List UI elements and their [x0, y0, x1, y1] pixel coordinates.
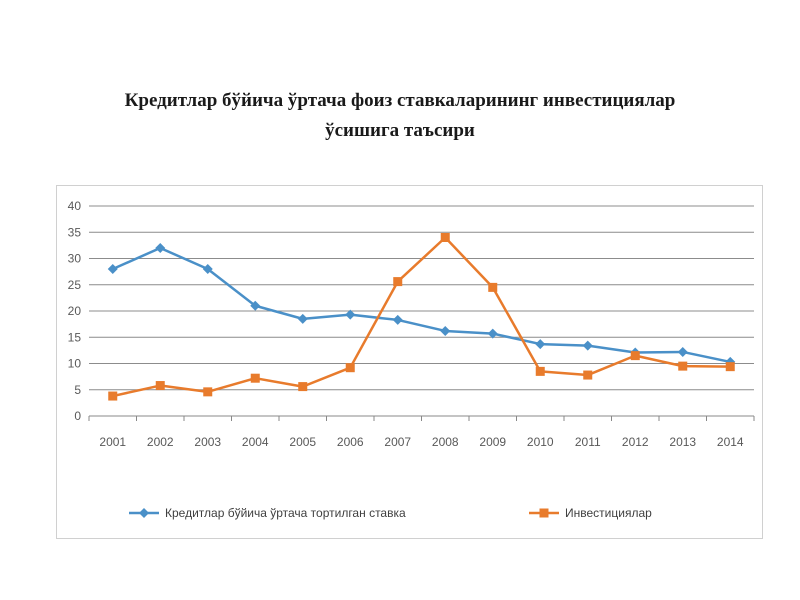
data-point	[250, 300, 261, 311]
data-point	[107, 264, 118, 274]
data-point	[298, 382, 308, 392]
data-point	[393, 277, 403, 287]
data-point	[297, 313, 308, 324]
x-tick-label: 2004	[242, 435, 269, 449]
data-point	[345, 309, 356, 320]
x-tick-label: 2006	[337, 435, 364, 449]
data-point	[250, 373, 260, 383]
y-tick-label: 40	[68, 199, 82, 213]
data-point	[535, 366, 545, 376]
data-point	[202, 264, 213, 274]
legend-item: Инвестициялар	[529, 506, 652, 520]
x-tick-label: 2001	[99, 435, 126, 449]
data-point	[582, 340, 593, 351]
y-tick-label: 10	[68, 357, 82, 371]
data-point	[345, 363, 355, 373]
series-lines	[107, 233, 736, 401]
data-point	[678, 361, 688, 371]
data-point	[535, 339, 546, 350]
series-2	[108, 233, 735, 401]
chart-frame: 0 5 10 15 20 25 30 35 40 2001 2002 2003 2004 2005 2006…	[56, 185, 763, 539]
y-tick-label: 35	[68, 225, 82, 239]
data-point	[677, 346, 688, 357]
series-1	[107, 243, 736, 367]
y-tick-label: 30	[68, 252, 82, 266]
x-tick-label: 2010	[527, 435, 554, 449]
legend-marker	[539, 508, 549, 518]
y-tick-label: 25	[68, 278, 82, 292]
data-point	[155, 381, 165, 391]
x-tick-label: 2008	[432, 435, 459, 449]
grid-lines	[89, 205, 754, 417]
x-tick-label: 2003	[194, 435, 221, 449]
legend-marker	[139, 508, 149, 518]
y-tick-label: 20	[68, 304, 82, 318]
x-tick-label: 2009	[479, 435, 506, 449]
slide-title-line-1: Кредитлар бўйича ўртача фоиз ставкаларин…	[124, 90, 676, 111]
data-point	[108, 391, 118, 401]
line-chart: 0 5 10 15 20 25 30 35 40 2001 2002 2003 2004 2005 2006…	[68, 199, 755, 520]
x-tick-label: 2012	[622, 435, 649, 449]
slide-title: Кредитлар бўйича ўртача фоиз ставкаларин…	[40, 86, 760, 146]
x-tick-label: 2014	[717, 435, 744, 449]
series-line	[112, 246, 731, 364]
x-tick-label: 2007	[384, 435, 411, 449]
legend-label: Кредитлар бўйича ўртача тортилган ставка	[165, 506, 406, 520]
data-point	[487, 328, 498, 339]
x-tick-label: 2013	[669, 435, 696, 449]
axes: 0 5 10 15 20 25 30 35 40 2001 2002 2003 2004 2005 2006…	[68, 199, 755, 449]
data-point	[725, 362, 735, 372]
data-point	[155, 243, 166, 253]
data-point	[392, 314, 403, 325]
data-point	[440, 233, 450, 242]
x-tick-label: 2005	[289, 435, 316, 449]
data-point	[488, 282, 498, 292]
y-tick-label: 0	[74, 409, 81, 423]
chart-legend: Кредитлар бўйича ўртача тортилган ставка…	[129, 506, 652, 520]
data-point	[440, 325, 451, 336]
data-point	[203, 387, 213, 397]
slide-title-line-2: ўсишига таъсири	[325, 120, 475, 141]
legend-label: Инвестициялар	[565, 506, 652, 520]
data-point	[630, 351, 640, 361]
x-tick-label: 2011	[575, 435, 601, 449]
legend-item: Кредитлар бўйича ўртача тортилган ставка	[129, 506, 406, 520]
data-point	[583, 370, 593, 380]
y-tick-label: 15	[68, 330, 82, 344]
y-tick-label: 5	[74, 383, 81, 397]
x-tick-label: 2002	[147, 435, 174, 449]
series-line	[112, 236, 731, 398]
